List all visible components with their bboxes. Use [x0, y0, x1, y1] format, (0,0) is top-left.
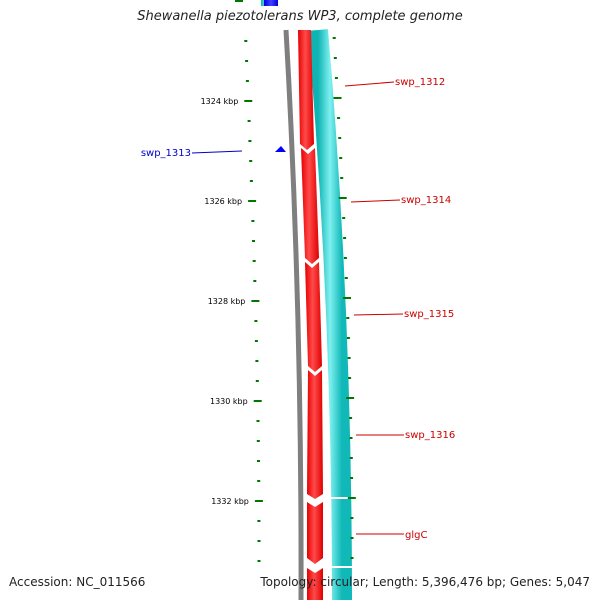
scale-label: 1324 kbp	[201, 97, 239, 106]
minor-tick-inner	[257, 520, 261, 522]
minor-tick-inner	[245, 80, 249, 82]
prev-cds-fragment	[264, 0, 278, 6]
major-tick-outer	[347, 497, 356, 499]
accession-text: Accession: NC_011566	[9, 575, 146, 589]
cds-glgc[interactable]	[307, 502, 323, 564]
topology-text: Topology: circular; Length: 5,396,476 bp…	[260, 575, 590, 589]
minor-tick-inner	[248, 140, 252, 142]
gc-content-track	[308, 29, 352, 600]
scale-label: 1332 kbp	[211, 497, 249, 506]
minor-tick-inner	[255, 360, 259, 362]
minor-tick-inner	[255, 380, 259, 382]
minor-tick-inner	[254, 340, 258, 342]
scale-labels: 1324 kbp 1326 kbp 1328 kbp 1330 kbp 1332 kbp	[201, 97, 249, 506]
minor-tick-inner	[244, 40, 248, 42]
scale-label: 1330 kbp	[210, 397, 248, 406]
leader-swp-1312	[344, 81, 395, 87]
gene-label-swp-1313[interactable]: swp_1313	[141, 148, 191, 159]
major-tick-inner	[251, 300, 260, 302]
leader-swp-1315	[353, 313, 404, 316]
minor-tick-inner	[252, 260, 256, 262]
minor-tick-inner	[257, 540, 261, 542]
minor-tick-outer	[349, 457, 353, 459]
minor-tick-inner	[247, 120, 251, 122]
map-title: Shewanella piezotolerans WP3, complete g…	[137, 9, 463, 24]
scale-label: 1328 kbp	[208, 297, 246, 306]
gene-label-glgc[interactable]: glgC	[405, 530, 427, 541]
major-tick-inner	[253, 400, 262, 402]
leader-swp-1314	[350, 199, 401, 203]
minor-tick-outer	[350, 517, 354, 519]
minor-tick-outer	[349, 437, 353, 439]
minor-tick-inner	[252, 240, 255, 242]
major-tick-inner	[248, 200, 257, 202]
gene-label-swp-1312[interactable]: swp_1312	[395, 77, 445, 88]
minor-tick-outer	[338, 137, 342, 139]
scale-ticks	[244, 37, 356, 562]
minor-tick-outer	[349, 417, 353, 419]
minor-tick-outer	[344, 277, 348, 279]
minor-tick-outer	[343, 237, 347, 239]
minor-tick-inner	[249, 160, 253, 162]
tick-fragment	[235, 0, 243, 2]
cds-swp-1313[interactable]	[275, 146, 286, 152]
minor-tick-inner	[253, 280, 257, 282]
scale-label: 1326 kbp	[204, 197, 242, 206]
minor-tick-outer	[346, 317, 350, 319]
minor-tick-outer	[333, 57, 337, 59]
major-tick-inner	[254, 500, 263, 502]
gene-label-swp-1316[interactable]: swp_1316	[405, 430, 455, 441]
leader-swp-1313	[191, 150, 243, 154]
cds-swp-1314[interactable]	[301, 148, 319, 264]
minor-tick-inner	[257, 480, 261, 482]
minor-tick-inner	[256, 440, 260, 442]
cds-swp-1316[interactable]	[307, 370, 323, 499]
cds-swp-1312[interactable]	[298, 30, 314, 150]
minor-tick-outer	[346, 337, 350, 339]
minor-tick-inner	[249, 180, 253, 182]
major-tick-outer	[343, 297, 351, 299]
minor-tick-inner	[257, 560, 261, 562]
minor-tick-inner	[245, 60, 249, 62]
gene-label-swp-1315[interactable]: swp_1315	[404, 309, 454, 320]
minor-tick-outer	[340, 177, 344, 179]
gene-label-swp-1314[interactable]: swp_1314	[401, 195, 451, 206]
minor-tick-outer	[342, 217, 346, 219]
minor-tick-inner	[254, 320, 258, 322]
minor-tick-outer	[339, 157, 343, 159]
minor-tick-outer	[334, 77, 338, 79]
minor-tick-outer	[350, 557, 354, 559]
minor-tick-outer	[348, 377, 352, 379]
minor-tick-outer	[343, 257, 347, 259]
minor-tick-outer	[350, 537, 354, 539]
major-tick-outer	[338, 197, 347, 199]
major-tick-inner	[244, 100, 253, 102]
minor-tick-outer	[332, 37, 336, 39]
cds-next[interactable]	[307, 568, 323, 600]
minor-tick-inner	[251, 220, 255, 222]
minor-tick-outer	[337, 117, 341, 119]
minor-tick-inner	[256, 420, 260, 422]
minor-tick-outer	[350, 477, 354, 479]
genome-backbone	[283, 29, 304, 600]
major-tick-outer	[333, 97, 342, 99]
minor-tick-outer	[347, 357, 351, 359]
cds-swp-1315[interactable]	[305, 262, 322, 372]
major-tick-outer	[346, 397, 355, 399]
minor-tick-inner	[257, 460, 260, 462]
